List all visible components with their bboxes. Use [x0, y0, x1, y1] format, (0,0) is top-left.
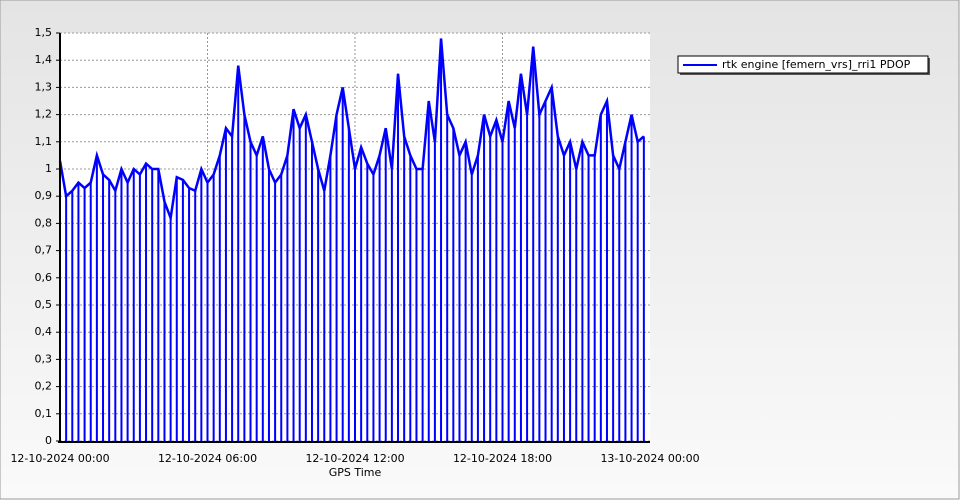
x-tick-label: 12-10-2024 00:00 [10, 452, 109, 465]
y-tick-label: 0,3 [35, 352, 53, 365]
x-tick-label: 12-10-2024 12:00 [305, 452, 404, 465]
y-tick-label: 0,8 [35, 216, 53, 229]
y-tick-label: 1 [45, 162, 52, 175]
data-line [58, 38, 645, 223]
y-tick-label: 1,5 [35, 26, 53, 39]
y-tick-label: 0,4 [35, 325, 53, 338]
y-tick-label: 1,2 [35, 108, 53, 121]
y-tick-label: 0,9 [35, 189, 53, 202]
x-tick-label: 12-10-2024 06:00 [158, 452, 257, 465]
legend [677, 55, 929, 74]
y-tick-label: 0,5 [35, 298, 53, 311]
y-tick-label: 0 [45, 434, 52, 447]
y-tick-label: 0,2 [35, 380, 53, 393]
x-tick-label: 12-10-2024 18:00 [453, 452, 552, 465]
y-tick-label: 1,4 [35, 53, 53, 66]
y-tick-label: 0,6 [35, 271, 53, 284]
y-tick-label: 1,1 [35, 135, 53, 148]
legend-label: rtk engine [femern_vrs]_rri1 PDOP [722, 58, 911, 71]
x-axis-label: GPS Time [329, 466, 382, 479]
y-tick-label: 0,7 [35, 244, 53, 257]
x-tick-label: 13-10-2024 00:00 [600, 452, 699, 465]
y-tick-label: 1,3 [35, 80, 53, 93]
y-tick-label: 0,1 [35, 407, 53, 420]
